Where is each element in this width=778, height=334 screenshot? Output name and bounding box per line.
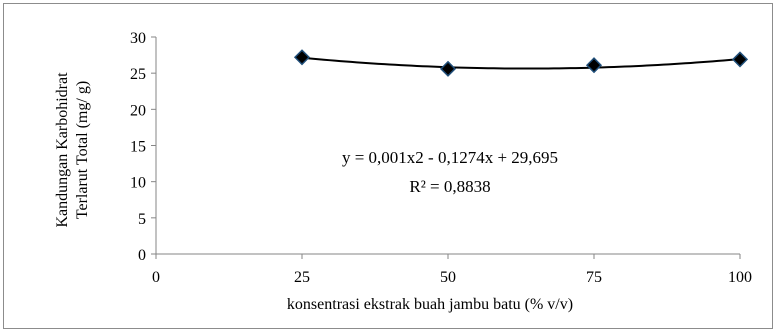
data-point-diamond <box>293 49 311 66</box>
data-point-diamond <box>439 60 457 77</box>
x-axis-title: konsentrasi ekstrak buah jambu batu (% v… <box>287 296 573 313</box>
chart-frame <box>3 3 773 329</box>
x-axis-ticks: 0 25 50 75 100 <box>152 254 752 286</box>
data-points <box>293 49 749 77</box>
x-tick-label: 75 <box>586 269 602 286</box>
y-tick-label: 0 <box>138 247 146 264</box>
x-tick-label: 50 <box>440 269 456 286</box>
y-axis-title-line-1: Kandungan Karbohidrat <box>54 72 71 228</box>
y-tick-label: 10 <box>130 175 146 192</box>
y-tick-label: 25 <box>130 66 146 83</box>
x-tick-label: 25 <box>294 269 310 286</box>
y-tick-label: 5 <box>138 211 146 228</box>
x-tick-label: 100 <box>728 269 752 286</box>
trendline-equation: y = 0,001x2 - 0,1274x + 29,695 <box>342 148 558 167</box>
y-axis-title-line-2: Terlarut Total (mg/ g) <box>74 81 91 219</box>
data-point-diamond <box>585 57 603 74</box>
y-tick-label: 30 <box>130 30 146 47</box>
trendline <box>301 56 741 70</box>
trendline-r-squared: R² = 0,8838 <box>409 177 490 196</box>
y-tick-label: 20 <box>130 102 146 119</box>
y-axis-ticks: 0 5 10 15 20 25 30 <box>130 30 156 264</box>
y-axis-title: Kandungan Karbohidrat Terlarut Total (mg… <box>54 72 91 228</box>
data-point-diamond <box>731 51 749 68</box>
y-tick-label: 15 <box>130 139 146 156</box>
x-tick-label: 0 <box>152 269 160 286</box>
